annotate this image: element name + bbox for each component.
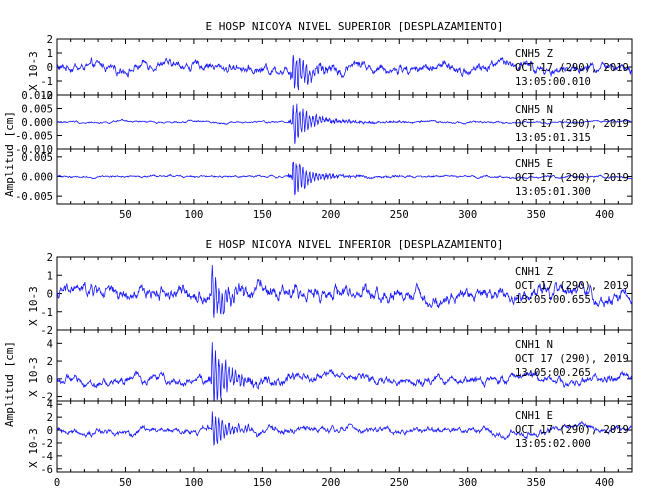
time-label: 13:05:00.655 [515,294,591,306]
x-tick-label: 150 [253,209,272,221]
x-tick-label: 400 [595,477,614,489]
y-tick-label: 2 [47,412,53,424]
y-tick-label: -2 [40,90,53,102]
y-tick-label: 4 [47,338,53,350]
y-tick-label: 0 [47,289,53,301]
x-tick-label: 100 [184,477,203,489]
chart-title: E HOSP NICOYA NIVEL INFERIOR [DESPLAZAMI… [205,238,503,251]
trace-cnh1-e [56,411,633,447]
y-tick-label: -2 [40,438,53,450]
channel-label: CNH5 N [515,104,553,116]
y-tick-label: -2 [40,392,53,404]
y-tick-label: 2 [47,252,53,264]
date-label: OCT 17 (290), 2019 [515,118,629,130]
y-tick-label: 0.010 [21,90,53,102]
y-tick-label: 4 [47,399,53,411]
y-tick-label: 1 [47,270,53,282]
x-tick-label: 100 [184,209,203,221]
y-tick-label: 0 [47,374,53,386]
time-label: 13:05:00.010 [515,76,591,88]
date-label: OCT 17 (290), 2019 [515,353,629,365]
x-tick-label: 350 [527,209,546,221]
chart-group-1: E HOSP NICOYA NIVEL SUPERIOR [DESPLAZAMI… [3,20,633,221]
y-tick-label: -0.005 [15,191,53,203]
channel-label: CNH5 Z [515,48,553,60]
y-tick-label: -1 [40,76,53,88]
x-tick-label: 50 [119,477,132,489]
trace-cnh1-n [56,342,633,402]
time-label: 13:05:02.000 [515,438,591,450]
date-label: OCT 17 (290), 2019 [515,424,629,436]
y-tick-label: 0.000 [21,172,53,184]
y-tick-label: 2 [47,356,53,368]
x-tick-label: 250 [390,477,409,489]
scale-label: X 10-3 [27,357,40,397]
x-tick-label: 150 [253,477,272,489]
channel-label: CNH1 N [515,339,553,351]
panel-cnh5-z: 2 1 0 -1 -2X 10-3 CNH5 Z OCT 17 (290), 2019 13:… [27,34,633,102]
y-tick-label: 1 [47,48,53,60]
scale-label: X 10-3 [27,51,40,91]
panel-cnh1-z: 2 1 0 -1 -2X 10-3 CNH1 Z OCT 17 (290), 2019 13:… [27,252,633,337]
time-label: 13:05:01.315 [515,132,591,144]
date-label: OCT 17 (290), 2019 [515,62,629,74]
y-tick-label: 0.005 [21,104,53,116]
panel-cnh1-n: 4 2 0 -2X 10-3 CNH1 N OCT 17 (290), 2019 13:05… [27,329,633,404]
y-tick-label: -2 [40,325,53,337]
time-label: 13:05:00.265 [515,367,591,379]
y-tick-label: 0.000 [21,117,53,129]
y-tick-label: 0.005 [21,152,53,164]
x-tick-label: 0 [54,477,60,489]
x-tick-label: 400 [595,209,614,221]
chart-group-2: E HOSP NICOYA NIVEL INFERIOR [DESPLAZAMI… [3,238,633,489]
date-label: OCT 17 (290), 2019 [515,280,629,292]
channel-label: CNH5 E [515,158,553,170]
trace-cnh5-n [56,103,633,144]
trace-cnh5-e [56,161,633,196]
panel-cnh1-e: 420-2-4-6X 10-3 CNH1 E OCT 17 (290), 2019 1… [27,399,633,476]
y-tick-label: -4 [40,451,53,463]
x-tick-label: 350 [527,477,546,489]
x-tick-label: 50 [119,209,132,221]
scale-label: X 10-3 [27,428,40,468]
channel-label: CNH1 Z [515,266,553,278]
panel-cnh5-e: 0.005 0.000 -0.005 CNH5 E OCT 17 (290), 2019… [15,148,633,205]
y-axis-label: Amplitud [cm] [3,341,16,427]
x-tick-label: 300 [458,209,477,221]
y-tick-label: -0.010 [15,144,53,156]
y-tick-label: 0 [47,62,53,74]
x-tick-label: 200 [321,477,340,489]
trace-cnh1-z [56,264,633,318]
y-tick-label: 2 [47,34,53,46]
x-tick-label: 250 [390,209,409,221]
time-label: 13:05:01.300 [515,186,591,198]
channel-label: CNH1 E [515,410,553,422]
y-tick-label: -1 [40,307,53,319]
y-tick-label: 0 [47,425,53,437]
x-tick-label: 200 [321,209,340,221]
scale-label: X 10-3 [27,286,40,326]
y-tick-label: -0.005 [15,131,53,143]
chart-title: E HOSP NICOYA NIVEL SUPERIOR [DESPLAZAMI… [205,20,503,33]
y-tick-label: -6 [40,464,53,476]
x-tick-label: 300 [458,477,477,489]
trace-cnh5-z [56,55,633,91]
date-label: OCT 17 (290), 2019 [515,172,629,184]
y-axis-label: Amplitud [cm] [3,111,16,197]
